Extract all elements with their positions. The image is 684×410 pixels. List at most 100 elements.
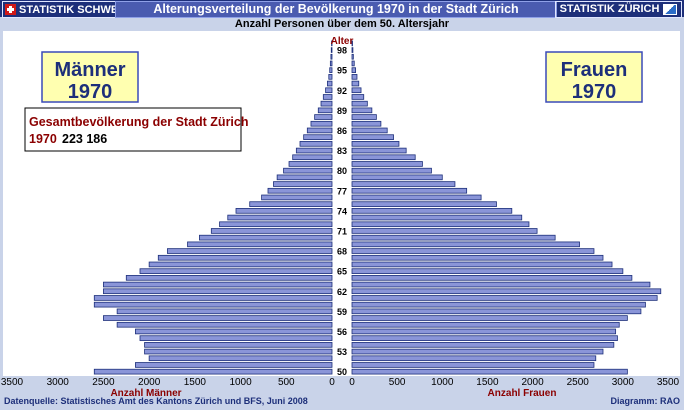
women-bar [351, 147, 407, 154]
men-bar [299, 141, 333, 147]
age-tick-label: 83 [337, 146, 347, 156]
women-bar [351, 288, 662, 295]
men-bar [148, 355, 333, 362]
age-tick-label: 50 [337, 367, 347, 377]
women-bar [351, 114, 377, 120]
men-bar [331, 40, 333, 47]
men-bar [135, 362, 333, 368]
men-bar [235, 208, 333, 214]
women-bar [351, 221, 530, 228]
women-bar [351, 261, 613, 268]
men-bar [330, 53, 333, 60]
women-bar [351, 254, 604, 261]
chart-subtitle: Anzahl Personen über dem 50. Altersjahr [234, 18, 450, 30]
men-bar [329, 60, 333, 67]
women-x-tick-label: 1500 [476, 377, 499, 388]
women-bar [351, 335, 618, 341]
women-bar [351, 328, 617, 335]
women-x-tick-label: 2000 [521, 377, 544, 388]
women-bar [351, 308, 642, 315]
women-bar [351, 154, 416, 161]
women-bar [351, 321, 620, 328]
men-bar [288, 161, 333, 167]
men-bar [116, 308, 333, 315]
men-x-tick-label: 2000 [138, 377, 161, 388]
women-x-tick-label: 2500 [567, 377, 590, 388]
women-bar [351, 234, 556, 241]
women-bar [351, 120, 382, 127]
men-bar [261, 194, 333, 201]
info-box-value: 223 186 [62, 132, 107, 146]
age-tick-label: 62 [337, 287, 347, 297]
men-x-tick-label: 3500 [1, 377, 24, 388]
women-bar [351, 355, 597, 362]
men-bar [227, 214, 333, 221]
women-x-tick-label: 3500 [657, 377, 680, 388]
women-bar [351, 174, 443, 181]
men-bar [103, 288, 333, 295]
men-bar [314, 114, 333, 120]
women-bar [351, 348, 604, 355]
men-x-tick-label: 1000 [229, 377, 252, 388]
age-tick-label: 98 [337, 46, 347, 56]
men-bar [199, 234, 333, 241]
statistik-schweiz-badge[interactable]: STATISTIK SCHWEIZ [2, 1, 133, 18]
women-bar [351, 208, 513, 214]
men-bar [93, 301, 333, 308]
men-bar [93, 295, 333, 301]
men-bar [148, 261, 333, 268]
men-axis-label: Anzahl Männer [110, 388, 181, 399]
men-bar [210, 228, 333, 234]
men-bar [103, 315, 333, 321]
men-bar [249, 201, 333, 207]
men-bar [317, 107, 333, 114]
women-bar [351, 80, 360, 87]
men-bar [144, 348, 333, 355]
women-bar [351, 181, 456, 187]
men-bar [135, 328, 333, 335]
women-bar [351, 228, 538, 234]
women-box-year: 1970 [572, 81, 617, 103]
men-box-label: Männer [54, 59, 125, 81]
right-badge-label: STATISTIK ZÜRICH [559, 3, 660, 15]
women-bar [351, 241, 580, 248]
men-bar [325, 87, 333, 94]
women-bar [351, 134, 394, 140]
women-bar [351, 127, 388, 134]
diagram-credit: Diagramm: RAO [610, 396, 680, 406]
age-axis-title: Alter [331, 36, 354, 47]
statistik-zuerich-badge[interactable]: STATISTIK ZÜRICH [555, 1, 682, 18]
women-bar [351, 107, 373, 114]
women-bar [351, 161, 423, 167]
men-x-tick-label: 1500 [184, 377, 207, 388]
men-bar [320, 100, 333, 107]
men-bar [139, 335, 333, 341]
age-tick-label: 92 [337, 86, 347, 96]
ticks-group: 98 95 92 89 86 83 80 77 74 71 68 65 62 59 56 53 50 3500 30… [1, 46, 680, 388]
men-bar [303, 134, 333, 140]
women-bar [351, 60, 355, 67]
men-bar [276, 174, 333, 181]
women-bar [351, 275, 633, 281]
age-tick-label: 77 [337, 186, 347, 196]
women-bar [351, 295, 658, 301]
info-box [24, 107, 242, 152]
men-bar [144, 342, 333, 348]
women-bar [351, 67, 357, 73]
men-box [41, 51, 139, 103]
age-tick-label: 80 [337, 166, 347, 176]
men-bar [310, 120, 333, 127]
men-bar [157, 254, 333, 261]
zurich-flag-icon [663, 4, 678, 15]
men-bar [328, 74, 333, 80]
women-x-tick-label: 0 [349, 377, 355, 388]
men-bar [273, 181, 333, 187]
men-bar [103, 281, 333, 288]
men-bar [306, 127, 333, 134]
women-bar [351, 368, 628, 375]
men-bar [322, 94, 333, 100]
men-bar [219, 221, 333, 228]
women-bar [351, 268, 624, 274]
